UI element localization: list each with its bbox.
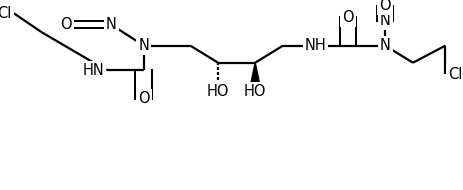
Text: O: O — [60, 17, 72, 32]
Text: Cl: Cl — [0, 6, 12, 21]
Polygon shape — [249, 63, 261, 91]
Text: N: N — [379, 38, 390, 53]
Text: HN: HN — [82, 63, 104, 78]
Text: O: O — [341, 10, 353, 25]
Text: N: N — [106, 17, 117, 32]
Text: O: O — [378, 0, 390, 13]
Text: NH: NH — [304, 38, 325, 53]
Text: HO: HO — [206, 84, 229, 99]
Text: Cl: Cl — [447, 67, 461, 82]
Text: O: O — [138, 91, 150, 106]
Text: HO: HO — [244, 84, 266, 99]
Text: N: N — [138, 38, 149, 53]
Text: N: N — [379, 13, 390, 28]
